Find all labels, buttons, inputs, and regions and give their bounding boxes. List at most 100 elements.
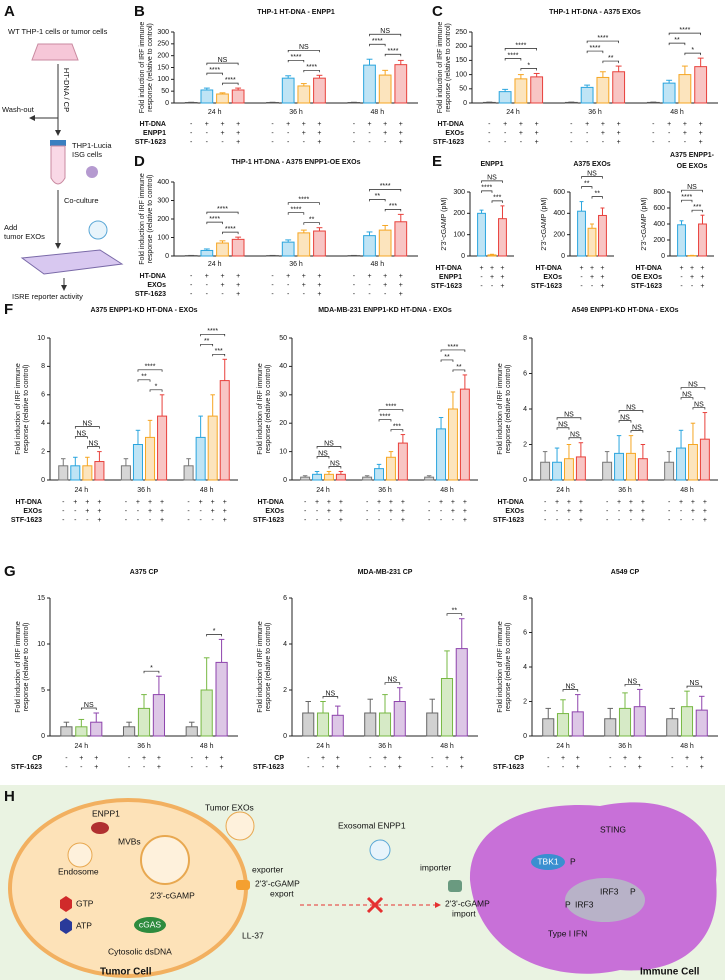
condition-sign: - (287, 139, 290, 146)
significance-label: * (155, 384, 158, 391)
condition-sign: + (535, 139, 539, 146)
panel-letter: E (432, 153, 442, 170)
condition-label: STF-1623 (11, 764, 42, 771)
condition-sign: + (317, 121, 321, 128)
condition-sign: + (220, 755, 224, 762)
significance-bracket (481, 190, 493, 193)
bar (604, 718, 617, 737)
panel-letter: B (134, 3, 145, 20)
bar (575, 456, 586, 481)
panel-letter: G (4, 563, 16, 580)
significance-bracket (602, 60, 620, 64)
condition-sign: - (556, 508, 559, 515)
condition-sign: + (445, 755, 449, 762)
condition-sign: + (617, 139, 621, 146)
condition-sign: + (500, 265, 504, 272)
cross (366, 896, 384, 914)
condition-sign: - (570, 130, 573, 137)
chart-title: THP-1 HT-DNA - A375 ENPP1-OE EXOs (231, 159, 360, 166)
significance-label: ** (375, 193, 381, 200)
condition-label: EXOs (505, 508, 524, 515)
condition-sign: + (94, 755, 98, 762)
condition-sign: - (686, 764, 689, 771)
significance-label: **** (209, 67, 220, 74)
bar (281, 77, 295, 104)
condition-sign: + (585, 121, 589, 128)
condition-sign: + (220, 764, 224, 771)
condition-sign: + (223, 508, 227, 515)
condition-sign: - (691, 283, 694, 290)
group-label: 48 h (670, 109, 684, 116)
label: Immune Cell (640, 967, 700, 978)
condition-sign: + (223, 499, 227, 506)
y-axis-label: Fold induction of IRF immune (257, 621, 264, 713)
condition-sign: - (369, 755, 372, 762)
significance-bracket (686, 685, 703, 689)
condition-sign: - (428, 508, 431, 515)
bar (297, 232, 311, 257)
cell-icon (86, 166, 98, 178)
label: P (570, 856, 576, 866)
bar (200, 89, 214, 104)
condition-sign: + (399, 282, 403, 289)
condition-sign: + (220, 282, 224, 289)
plate (20, 249, 124, 275)
group-label: 48 h (371, 109, 385, 116)
significance-label: **** (298, 197, 309, 204)
condition-sign: - (652, 121, 655, 128)
significance-bracket (206, 634, 222, 637)
group-label: 48 h (680, 487, 694, 494)
condition-sign: + (317, 130, 321, 137)
bar (219, 380, 230, 481)
condition-sign: + (142, 755, 146, 762)
exporter-icon (236, 880, 250, 890)
y-tick-label: 6 (283, 595, 287, 602)
bar (297, 85, 311, 104)
bar (540, 461, 551, 481)
y-tick-label: 4 (41, 420, 45, 427)
bar (363, 235, 376, 257)
significance-label: **** (306, 64, 317, 71)
condition-sign: - (353, 139, 356, 146)
condition-sign: - (556, 517, 559, 524)
condition-sign: - (353, 121, 356, 128)
condition-sign: + (336, 764, 340, 771)
bar (394, 64, 408, 104)
significance-bracket (322, 696, 339, 699)
label: WT THP-1 cells or tumor cells (8, 27, 108, 36)
bar (94, 461, 105, 481)
bar (120, 465, 131, 481)
label: importer (420, 862, 451, 872)
bar (687, 444, 698, 481)
condition-sign: - (568, 517, 571, 524)
condition-sign: - (271, 282, 274, 289)
condition-sign: - (199, 517, 202, 524)
y-tick-label: 300 (157, 29, 169, 36)
label: exporter (252, 864, 283, 874)
significance-bracket (390, 429, 404, 432)
group-label: 24 h (75, 487, 89, 494)
bar (455, 648, 468, 737)
condition-sign: + (700, 265, 704, 272)
significance-label: ** (444, 354, 450, 361)
y-tick-label: 50 (279, 335, 287, 342)
group-label: 24 h (506, 109, 520, 116)
significance-label: NS (694, 401, 704, 408)
significance-label: NS (326, 690, 336, 697)
label: IRF3 (600, 886, 619, 896)
condition-sign: + (148, 499, 152, 506)
bar (498, 218, 507, 257)
bar (302, 712, 315, 737)
condition-label: OE EXOs (631, 274, 662, 281)
condition-sign: + (377, 499, 381, 506)
condition-sign: + (490, 265, 494, 272)
label: Cytosolic dsDNA (108, 946, 172, 956)
condition-label: EXOs (445, 130, 464, 137)
condition-sign: + (399, 121, 403, 128)
condition-sign: + (315, 499, 319, 506)
y-tick-label: 40 (279, 363, 287, 370)
significance-bracket (222, 231, 239, 235)
bar (530, 76, 544, 104)
y-axis-label: Fold induction of IRF immune (15, 363, 22, 455)
significance-label: NS (84, 702, 94, 709)
